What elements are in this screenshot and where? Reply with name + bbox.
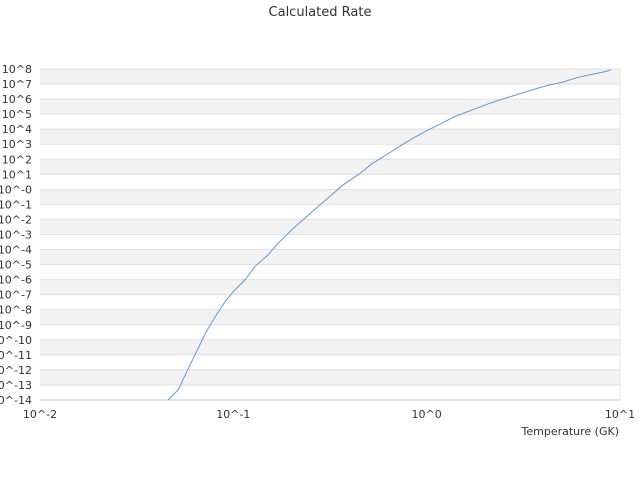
y-tick-label: 10^1 <box>2 168 32 181</box>
y-tick-label: 10^-3 <box>0 229 32 242</box>
x-tick-label: 10^-2 <box>23 408 57 421</box>
grid-band <box>40 204 620 220</box>
x-tick-label: 10^1 <box>605 408 635 421</box>
grid-band <box>40 279 620 295</box>
y-tick-label: 10^7 <box>2 78 32 91</box>
x-axis-label: Temperature (GK) <box>521 425 620 438</box>
grid-band <box>40 354 620 370</box>
y-tick-label: 10^-11 <box>0 349 32 362</box>
y-tick-label: 10^8 <box>2 63 32 76</box>
grid-band <box>40 144 620 160</box>
x-axis-ticks: 10^-2 10^-1 10^0 10^1 <box>23 408 635 421</box>
grid-band <box>40 234 620 250</box>
rate-series-line <box>167 69 612 401</box>
grid-band <box>40 264 620 280</box>
y-tick-label: 10^-1 <box>0 198 32 211</box>
grid-band <box>40 309 620 325</box>
grid-band <box>40 219 620 235</box>
y-tick-label: 10^-12 <box>0 364 32 377</box>
grid-band <box>40 174 620 190</box>
chart-title: Calculated Rate <box>269 5 372 20</box>
y-tick-label: 10^4 <box>2 123 32 136</box>
y-tick-label: 10^-4 <box>0 244 32 257</box>
x-tick-label: 10^0 <box>412 408 442 421</box>
grid-band <box>40 294 620 310</box>
grid-band <box>40 159 620 175</box>
y-tick-label: 10^-14 <box>0 394 32 407</box>
grid-band <box>40 84 620 100</box>
grid-bands <box>40 68 621 400</box>
y-axis-ticks: 10^-14 10^-13 10^-12 10^-11 10^-10 10^-9 10^-8… <box>0 63 32 407</box>
grid-band <box>40 384 620 400</box>
y-tick-label: 10^-9 <box>0 319 32 332</box>
y-tick-label: 10^3 <box>2 138 32 151</box>
y-tick-label: 10^-13 <box>0 379 32 392</box>
y-tick-label: 10^-10 <box>0 334 32 347</box>
y-tick-label: 10^-6 <box>0 274 32 287</box>
grid-band <box>40 129 620 145</box>
y-tick-label: 10^-0 <box>0 183 32 196</box>
y-tick-label: 10^-5 <box>0 259 32 272</box>
grid-band <box>40 69 620 85</box>
y-tick-label: 10^-7 <box>0 289 32 302</box>
grid-band <box>40 339 620 355</box>
y-tick-label: 10^5 <box>2 108 32 121</box>
y-tick-label: 10^2 <box>2 153 32 166</box>
grid-band <box>40 99 620 115</box>
grid-band <box>40 189 620 205</box>
grid-band <box>40 369 620 385</box>
grid-band <box>40 114 620 130</box>
y-tick-label: 10^-2 <box>0 213 32 226</box>
x-tick-label: 10^-1 <box>216 408 250 421</box>
y-tick-label: 10^6 <box>2 93 32 106</box>
y-tick-label: 10^-8 <box>0 304 32 317</box>
grid-band <box>40 324 620 340</box>
grid-band <box>40 249 620 265</box>
